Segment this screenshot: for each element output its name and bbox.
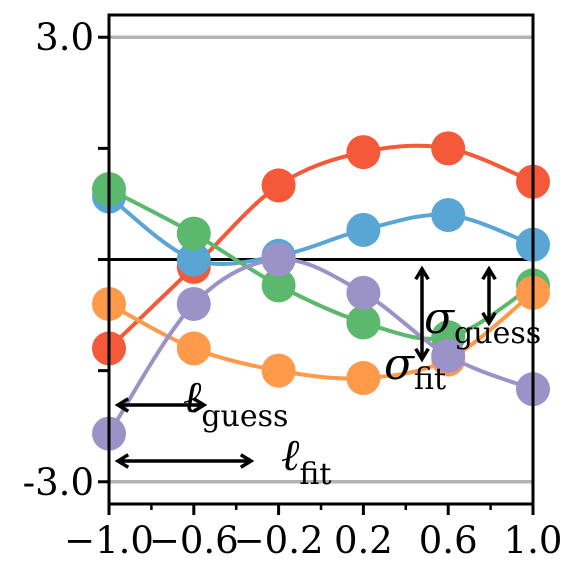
- sigma-fit-symbol: σ: [384, 339, 416, 390]
- data-point: [176, 216, 211, 251]
- data-point: [431, 131, 466, 166]
- sigma-guess-sub: guess: [454, 316, 541, 351]
- svg-text:ℓfit: ℓfit: [281, 430, 331, 492]
- sigma-guess-annotation: σguess: [424, 293, 541, 351]
- y-tick-label: 3.0: [35, 16, 94, 59]
- x-tick-label: 0.2: [334, 519, 393, 562]
- data-point: [346, 212, 381, 247]
- data-point: [261, 353, 296, 388]
- l-guess-arrow: [114, 397, 208, 413]
- sigma-fit-arrow: [414, 265, 430, 363]
- sigma-guess-symbol: σ: [424, 293, 456, 344]
- y-tick-label: -3.0: [23, 461, 94, 504]
- data-point: [176, 331, 211, 366]
- data-point: [261, 242, 296, 277]
- l-guess-annotation: ℓguess: [183, 372, 288, 434]
- svg-text:σguess: σguess: [424, 293, 541, 351]
- data-point: [431, 198, 466, 233]
- x-tick-label: −0.6: [149, 519, 239, 562]
- svg-text:ℓguess: ℓguess: [183, 372, 288, 434]
- sigma-fit-sub: fit: [414, 362, 446, 397]
- data-point: [346, 135, 381, 170]
- x-tick-label: 1.0: [504, 519, 563, 562]
- l-fit-sub: fit: [299, 457, 331, 492]
- data-point: [176, 286, 211, 321]
- sigma-fit-annotation: σfit: [384, 339, 446, 397]
- sigma-guess-arrow: [481, 265, 497, 327]
- l-guess-symbol: ℓ: [183, 372, 202, 423]
- l-fit-annotation: ℓfit: [281, 430, 331, 492]
- data-point: [261, 168, 296, 203]
- reference-lines: [109, 35, 533, 484]
- series-layer: [92, 131, 550, 451]
- x-tick-label: −1.0: [64, 519, 154, 562]
- l-guess-sub: guess: [201, 399, 288, 434]
- l-fit-symbol: ℓ: [281, 430, 300, 481]
- axes-layer: −1.0−0.6−0.2 0.2 0.6 1.0 3.0 -3.0: [23, 13, 563, 562]
- x-tick-label: −0.2: [234, 519, 324, 562]
- data-point: [176, 242, 211, 277]
- annotation-layer: ℓguess ℓfit σguess σfit: [114, 265, 541, 492]
- series-4: [92, 242, 550, 451]
- svg-text:σfit: σfit: [384, 339, 446, 397]
- x-tick-label: 0.6: [419, 519, 478, 562]
- data-point: [346, 305, 381, 340]
- l-fit-arrow: [114, 453, 255, 469]
- data-point: [346, 275, 381, 310]
- series-1: [92, 179, 550, 277]
- data-point: [431, 338, 466, 373]
- series-line: [107, 194, 534, 266]
- data-point: [261, 268, 296, 303]
- data-point: [346, 361, 381, 396]
